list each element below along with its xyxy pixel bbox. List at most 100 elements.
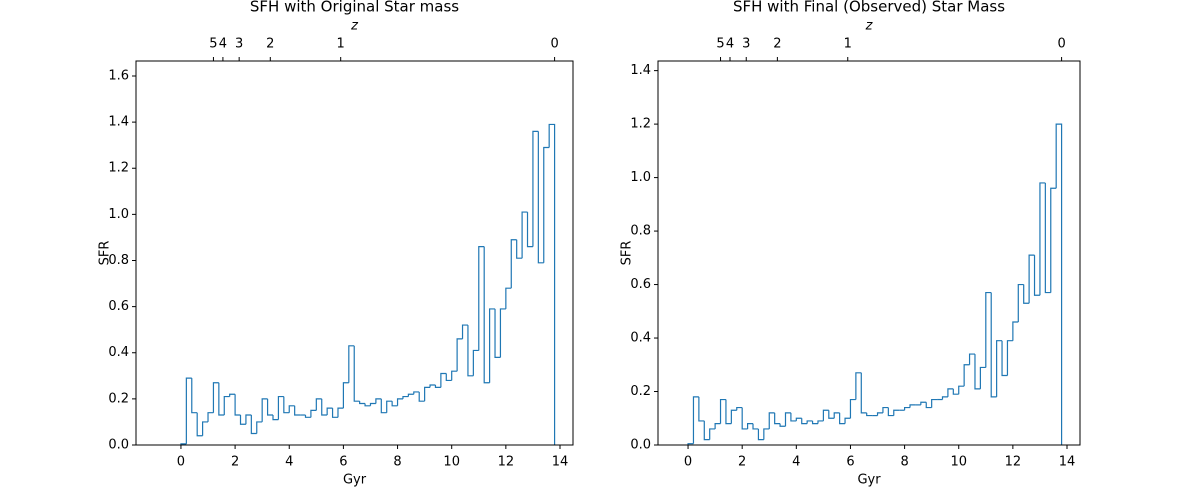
histogram-step bbox=[229, 393, 236, 397]
x2-tick-label: 1 bbox=[337, 37, 345, 52]
histogram-step bbox=[494, 308, 501, 358]
x2-tick-label: 5 bbox=[716, 37, 724, 52]
histogram-step bbox=[817, 420, 824, 424]
histogram-step bbox=[860, 372, 867, 414]
histogram-step bbox=[822, 409, 829, 421]
histogram-step bbox=[839, 412, 846, 425]
histogram-step bbox=[277, 395, 284, 420]
histogram-step bbox=[310, 409, 317, 418]
histogram-step bbox=[763, 428, 770, 440]
histogram-step bbox=[359, 401, 366, 405]
histogram-step bbox=[526, 212, 533, 248]
y-tick-label: 0.0 bbox=[108, 438, 129, 453]
histogram-step bbox=[353, 345, 360, 402]
x-tick-label: 2 bbox=[231, 455, 239, 470]
histogram-step bbox=[1028, 254, 1035, 304]
histogram-step bbox=[499, 308, 506, 358]
histogram-step bbox=[757, 428, 764, 441]
histogram-step bbox=[196, 412, 203, 437]
y-tick-label: 1.4 bbox=[630, 63, 651, 78]
x-tick-label: 14 bbox=[1059, 455, 1076, 470]
x2-tick-label: 5 bbox=[209, 37, 217, 52]
histogram-step bbox=[364, 403, 371, 407]
histogram-step bbox=[709, 428, 716, 440]
histogram-step bbox=[882, 406, 889, 413]
histogram-step bbox=[445, 373, 452, 382]
x2-tick-label: 2 bbox=[266, 37, 274, 52]
histogram-step bbox=[342, 382, 349, 409]
histogram-step bbox=[191, 378, 198, 414]
x2-tick-label: 4 bbox=[219, 37, 227, 52]
histogram-step bbox=[207, 412, 214, 422]
histogram-step bbox=[375, 398, 382, 404]
histogram-step bbox=[331, 408, 338, 418]
histogram-step bbox=[548, 123, 556, 445]
histogram-step bbox=[1006, 340, 1013, 376]
histogram-step bbox=[516, 239, 523, 259]
histogram-step bbox=[844, 417, 851, 424]
histogram-step bbox=[451, 370, 458, 381]
histogram-step bbox=[774, 412, 781, 425]
histogram-step bbox=[272, 415, 279, 421]
histogram-step bbox=[1044, 182, 1051, 294]
x-tick-label: 10 bbox=[443, 455, 460, 470]
histogram-step bbox=[876, 412, 883, 416]
histogram-step bbox=[1017, 283, 1024, 322]
histogram-step bbox=[931, 398, 938, 408]
y-tick-label: 0.6 bbox=[630, 277, 651, 292]
y-tick-label: 1.6 bbox=[108, 68, 129, 83]
histogram-step bbox=[996, 340, 1003, 397]
histogram-step bbox=[1023, 284, 1030, 304]
histogram-step bbox=[806, 420, 813, 424]
y-tick-label: 1.2 bbox=[630, 117, 651, 132]
histogram-step bbox=[218, 382, 225, 416]
x-tick-label: 6 bbox=[846, 455, 854, 470]
histogram-step bbox=[521, 211, 528, 259]
histogram-step bbox=[261, 398, 268, 422]
histogram-step bbox=[380, 398, 387, 414]
y-axis-label: SFR bbox=[98, 241, 113, 266]
histogram-step bbox=[266, 398, 274, 416]
histogram-step bbox=[752, 423, 759, 430]
histogram-step bbox=[418, 391, 425, 402]
histogram-step bbox=[719, 398, 726, 424]
histogram-step bbox=[855, 372, 862, 400]
x-tick-label: 12 bbox=[1005, 455, 1022, 470]
histogram-step bbox=[391, 401, 398, 407]
x2-tick-label: 1 bbox=[844, 37, 852, 52]
histogram-step bbox=[887, 407, 894, 417]
histogram-step bbox=[920, 401, 927, 405]
y-tick-label: 0.2 bbox=[108, 391, 129, 406]
histogram-step bbox=[1012, 321, 1019, 341]
y-tick-label: 0.4 bbox=[108, 345, 129, 360]
histogram-step bbox=[505, 287, 512, 309]
histogram-step bbox=[784, 412, 791, 427]
x-tick-label: 6 bbox=[339, 455, 347, 470]
histogram-step bbox=[736, 406, 743, 411]
histogram-step bbox=[990, 292, 997, 398]
histogram-step bbox=[223, 395, 230, 416]
histogram-step bbox=[903, 406, 911, 411]
y-tick-label: 1.0 bbox=[630, 170, 651, 185]
x-tick-label: 8 bbox=[900, 455, 908, 470]
histogram-step bbox=[979, 366, 986, 389]
histogram-step bbox=[1033, 255, 1040, 296]
histogram-step bbox=[202, 421, 209, 436]
histogram-step bbox=[947, 388, 954, 397]
histogram-step bbox=[703, 420, 710, 441]
histogram-step bbox=[909, 404, 916, 408]
x-tick-label: 0 bbox=[177, 455, 185, 470]
histogram-step bbox=[532, 130, 539, 247]
histogram-step bbox=[429, 384, 436, 388]
histogram-step bbox=[407, 393, 414, 397]
histogram-step bbox=[212, 382, 219, 413]
x-axis-label: Gyr bbox=[857, 473, 881, 488]
histogram-step bbox=[461, 324, 468, 339]
x-tick-label: 10 bbox=[950, 455, 967, 470]
histogram-step bbox=[396, 398, 403, 406]
histogram-step bbox=[952, 388, 959, 395]
y-tick-label: 1.4 bbox=[108, 115, 129, 130]
histogram-step bbox=[985, 291, 992, 368]
histogram-step bbox=[768, 412, 775, 429]
x2-axis-label: z bbox=[865, 19, 874, 34]
